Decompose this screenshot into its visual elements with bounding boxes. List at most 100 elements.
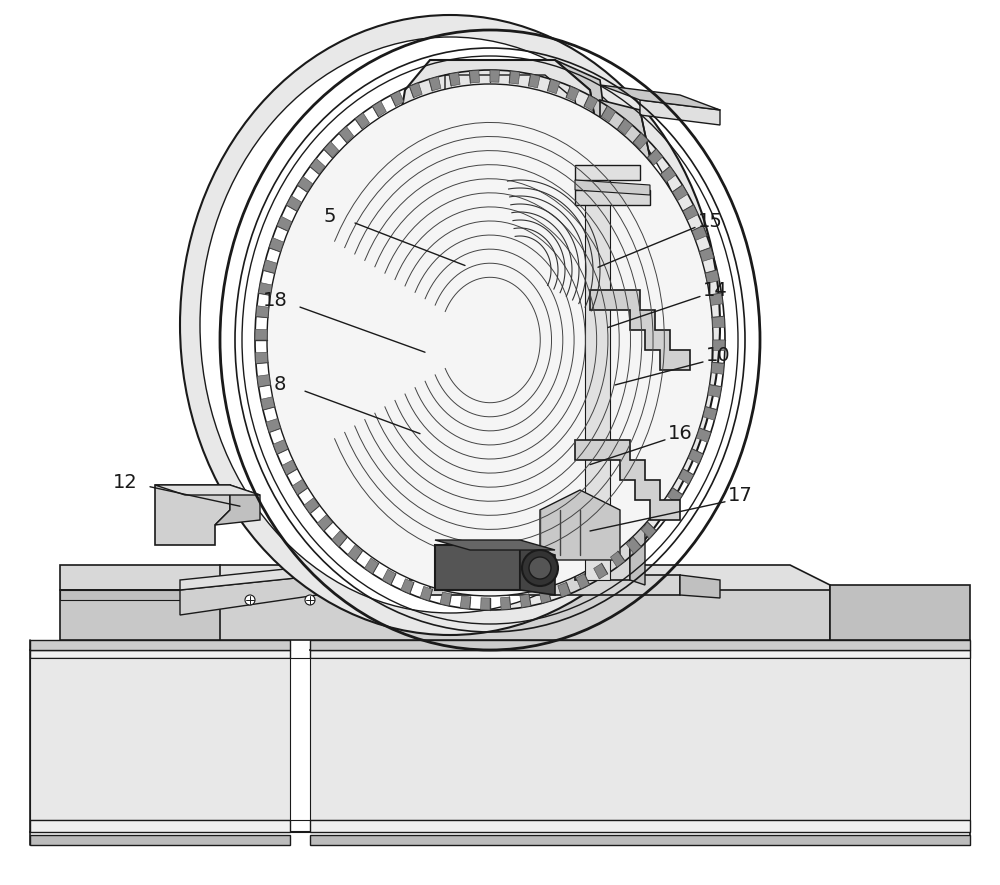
Polygon shape [705, 270, 719, 283]
Polygon shape [575, 190, 650, 205]
Polygon shape [601, 106, 616, 122]
Polygon shape [317, 515, 332, 531]
Polygon shape [548, 79, 560, 94]
Polygon shape [261, 396, 275, 410]
Polygon shape [273, 440, 288, 454]
Polygon shape [590, 290, 690, 370]
Polygon shape [558, 582, 570, 597]
Ellipse shape [425, 595, 435, 605]
Polygon shape [60, 590, 220, 640]
Polygon shape [688, 449, 703, 464]
Polygon shape [400, 565, 560, 590]
Polygon shape [310, 158, 325, 174]
Polygon shape [266, 419, 280, 433]
Polygon shape [440, 592, 451, 606]
Polygon shape [470, 70, 479, 83]
Polygon shape [355, 112, 369, 128]
Polygon shape [435, 545, 520, 590]
Polygon shape [576, 573, 589, 589]
Polygon shape [180, 565, 830, 610]
Polygon shape [310, 640, 970, 650]
Ellipse shape [365, 595, 375, 605]
Polygon shape [460, 596, 471, 609]
Polygon shape [510, 330, 550, 590]
Polygon shape [429, 77, 441, 91]
Polygon shape [712, 317, 725, 327]
Text: 15: 15 [698, 212, 722, 231]
Ellipse shape [180, 15, 720, 635]
Polygon shape [600, 85, 720, 110]
Polygon shape [566, 86, 579, 101]
Polygon shape [256, 305, 269, 318]
Polygon shape [708, 385, 721, 397]
Polygon shape [257, 374, 270, 387]
Polygon shape [633, 133, 648, 150]
Polygon shape [60, 590, 200, 600]
Ellipse shape [267, 84, 713, 596]
Polygon shape [410, 130, 460, 580]
Polygon shape [655, 506, 670, 521]
Polygon shape [263, 259, 277, 273]
Polygon shape [680, 575, 720, 598]
Polygon shape [509, 71, 520, 84]
Text: 17: 17 [728, 486, 752, 505]
Polygon shape [292, 480, 307, 495]
Polygon shape [575, 440, 680, 520]
Polygon shape [555, 60, 605, 160]
Polygon shape [683, 205, 698, 220]
Polygon shape [713, 340, 725, 350]
Polygon shape [255, 329, 267, 340]
Polygon shape [310, 820, 970, 832]
Polygon shape [259, 282, 272, 296]
Polygon shape [692, 226, 707, 241]
Ellipse shape [305, 595, 315, 605]
Polygon shape [611, 551, 625, 567]
Polygon shape [490, 70, 499, 82]
Polygon shape [324, 142, 339, 158]
Polygon shape [648, 149, 663, 165]
Text: 18: 18 [263, 291, 287, 311]
Polygon shape [700, 248, 714, 262]
Polygon shape [501, 597, 510, 610]
Polygon shape [540, 490, 620, 560]
Polygon shape [304, 497, 319, 513]
Polygon shape [180, 565, 420, 615]
Polygon shape [449, 73, 460, 86]
Polygon shape [703, 407, 717, 420]
Text: 8: 8 [274, 375, 286, 395]
Polygon shape [420, 330, 510, 580]
Polygon shape [420, 587, 432, 601]
Polygon shape [575, 180, 650, 195]
Text: 16: 16 [668, 424, 692, 443]
Polygon shape [282, 460, 297, 475]
Polygon shape [415, 450, 450, 500]
Polygon shape [155, 485, 230, 545]
Polygon shape [215, 485, 260, 525]
Polygon shape [401, 579, 414, 594]
Polygon shape [400, 60, 595, 160]
Polygon shape [269, 237, 284, 251]
Polygon shape [575, 165, 640, 180]
Polygon shape [529, 74, 540, 88]
Polygon shape [180, 590, 830, 640]
Polygon shape [673, 185, 688, 201]
Polygon shape [391, 91, 404, 106]
Polygon shape [584, 96, 598, 111]
Polygon shape [332, 531, 347, 547]
Polygon shape [626, 538, 641, 554]
Polygon shape [618, 119, 632, 135]
Polygon shape [348, 545, 362, 561]
Polygon shape [60, 565, 220, 590]
Polygon shape [30, 640, 290, 650]
Polygon shape [382, 569, 396, 585]
Polygon shape [286, 196, 301, 211]
Polygon shape [255, 352, 268, 364]
Polygon shape [277, 216, 292, 231]
Polygon shape [711, 363, 724, 374]
Polygon shape [30, 658, 290, 820]
Polygon shape [575, 170, 630, 580]
Text: 14: 14 [703, 281, 727, 300]
Polygon shape [630, 170, 645, 585]
Polygon shape [710, 293, 723, 305]
Ellipse shape [522, 550, 558, 586]
